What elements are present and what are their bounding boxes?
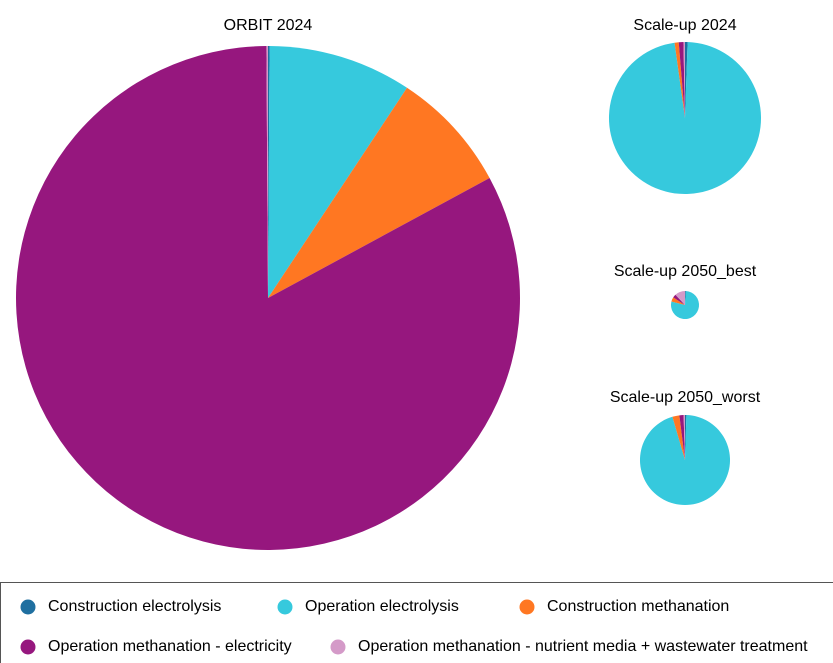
legend-box (0, 582, 833, 663)
pie-slice (639, 415, 731, 506)
legend-label: Operation methanation - electricity (48, 638, 292, 655)
pie-slice (685, 290, 686, 305)
pie-slice (671, 297, 685, 305)
pie-slice (268, 46, 408, 298)
pie-slice (266, 46, 268, 298)
pie-slice (674, 42, 685, 118)
pie-slice (673, 294, 685, 305)
pie-slice (679, 415, 685, 460)
pie-slice (608, 42, 762, 195)
pie-title: Scale-up 2050_worst (610, 389, 761, 406)
pie-slice (683, 41, 685, 119)
legend-label: Construction electrolysis (48, 598, 221, 615)
pie-slice (16, 46, 521, 550)
legend-marker (20, 599, 36, 615)
legend-marker (330, 639, 346, 655)
legend-marker (519, 599, 535, 615)
pie-slice (678, 41, 685, 118)
legend-marker (277, 599, 293, 615)
pie-slice (672, 415, 685, 460)
pie-slice (683, 414, 685, 460)
pie-slice (685, 414, 687, 460)
pie-slice (675, 290, 685, 305)
legend-label: Construction methanation (547, 598, 729, 615)
pie-slice (268, 87, 490, 299)
legend-label: Operation electrolysis (305, 598, 459, 615)
pie-slice (268, 46, 270, 298)
pie-title: Scale-up 2024 (633, 17, 736, 34)
pie-slice (670, 290, 700, 320)
pie-slice (685, 41, 688, 119)
pie-title: Scale-up 2050_best (614, 263, 757, 280)
legend-label: Operation methanation - nutrient media +… (358, 638, 808, 655)
pie-title: ORBIT 2024 (224, 17, 313, 34)
legend-marker (20, 639, 36, 655)
